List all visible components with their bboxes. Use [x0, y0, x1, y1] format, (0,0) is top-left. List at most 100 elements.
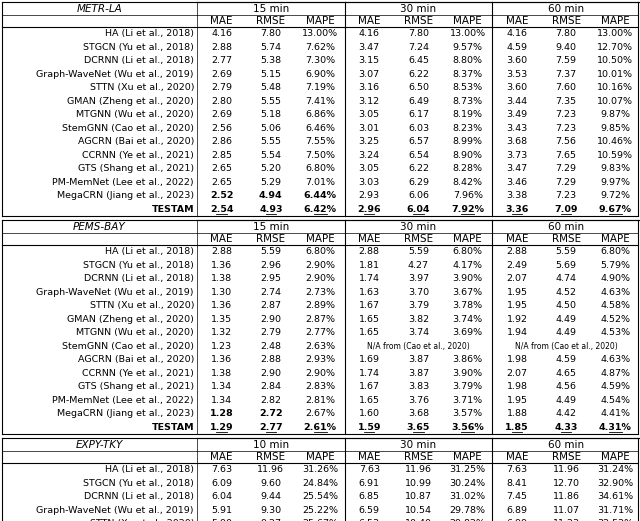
Text: 3.16: 3.16 [358, 83, 380, 92]
Text: MAPE: MAPE [601, 16, 630, 26]
Text: 3.47: 3.47 [506, 164, 527, 173]
Text: 4.59%: 4.59% [600, 382, 630, 391]
Text: 25.54%: 25.54% [302, 492, 338, 501]
Text: 2.88: 2.88 [359, 247, 380, 256]
Text: 4.17%: 4.17% [452, 260, 483, 270]
Text: 5.29: 5.29 [260, 178, 282, 187]
Text: 1.95: 1.95 [506, 288, 527, 297]
Text: MAPE: MAPE [453, 234, 482, 244]
Text: RMSE: RMSE [256, 234, 285, 244]
Text: 7.65: 7.65 [556, 151, 577, 160]
Text: 9.87%: 9.87% [600, 110, 630, 119]
Text: 1.65: 1.65 [359, 315, 380, 324]
Text: 12.70: 12.70 [553, 479, 580, 488]
Text: 9.40: 9.40 [556, 43, 577, 52]
Text: EXPY-TKY: EXPY-TKY [76, 440, 123, 450]
Text: 7.80: 7.80 [408, 29, 429, 38]
Text: 5.54: 5.54 [260, 151, 282, 160]
Text: 3.56%: 3.56% [451, 423, 484, 432]
Text: STGCN (Yu et al., 2018): STGCN (Yu et al., 2018) [83, 479, 194, 488]
Text: 31.26%: 31.26% [302, 465, 338, 474]
Text: 5.59: 5.59 [408, 247, 429, 256]
Text: 8.28%: 8.28% [452, 164, 483, 173]
Text: 8.41: 8.41 [506, 479, 527, 488]
Text: StemGNN (Cao et al., 2020): StemGNN (Cao et al., 2020) [62, 124, 194, 133]
Text: 3.36: 3.36 [505, 205, 529, 214]
Text: 5.55: 5.55 [260, 97, 282, 106]
Text: 3.60: 3.60 [506, 83, 527, 92]
Text: 2.90%: 2.90% [305, 369, 335, 378]
Text: DCRNN (Li et al., 2018): DCRNN (Li et al., 2018) [84, 274, 194, 283]
Text: 8.53%: 8.53% [452, 83, 483, 92]
Text: 2.87%: 2.87% [305, 315, 335, 324]
Text: 7.63: 7.63 [506, 465, 527, 474]
Text: GTS (Shang et al., 2021): GTS (Shang et al., 2021) [78, 164, 194, 173]
Text: 11.23: 11.23 [552, 519, 580, 521]
Text: 2.93%: 2.93% [305, 355, 335, 364]
Text: 10.54: 10.54 [405, 506, 432, 515]
Text: 1.92: 1.92 [506, 315, 527, 324]
Text: MAE: MAE [358, 452, 381, 462]
Text: 1.38: 1.38 [211, 369, 232, 378]
Text: 4.33: 4.33 [554, 423, 578, 432]
Text: 10.99: 10.99 [405, 479, 432, 488]
Text: 15 min: 15 min [253, 4, 289, 14]
Text: 7.19%: 7.19% [305, 83, 335, 92]
Text: 60 min: 60 min [548, 440, 584, 450]
Text: GMAN (Zheng et al., 2020): GMAN (Zheng et al., 2020) [67, 315, 194, 324]
Text: 1.98: 1.98 [506, 355, 527, 364]
Text: 2.88: 2.88 [211, 43, 232, 52]
Text: 10.40: 10.40 [405, 519, 432, 521]
Text: 60 min: 60 min [548, 4, 584, 14]
Text: MAE: MAE [211, 234, 233, 244]
Text: PEMS-BAY: PEMS-BAY [73, 221, 126, 231]
Text: 1.28: 1.28 [210, 410, 234, 418]
Text: 3.79%: 3.79% [452, 382, 483, 391]
Text: 2.88: 2.88 [506, 247, 527, 256]
Text: 1.85: 1.85 [505, 423, 529, 432]
Text: 4.63%: 4.63% [600, 288, 630, 297]
Text: MegaCRN (Jiang et al., 2023): MegaCRN (Jiang et al., 2023) [57, 410, 194, 418]
Text: 24.84%: 24.84% [302, 479, 338, 488]
Text: PM-MemNet (Lee et al., 2022): PM-MemNet (Lee et al., 2022) [52, 178, 194, 187]
Text: 2.95: 2.95 [260, 274, 282, 283]
Text: 7.23: 7.23 [556, 110, 577, 119]
Text: 1.69: 1.69 [359, 355, 380, 364]
Text: 7.30%: 7.30% [305, 56, 335, 65]
Text: 5.59: 5.59 [556, 247, 577, 256]
Text: 1.98: 1.98 [506, 382, 527, 391]
Text: N/A from (Cao et al., 2020): N/A from (Cao et al., 2020) [367, 342, 470, 351]
Text: RMSE: RMSE [256, 452, 285, 462]
Text: 9.83%: 9.83% [600, 164, 630, 173]
Text: 7.24: 7.24 [408, 43, 429, 52]
Text: 3.76: 3.76 [408, 396, 429, 405]
Text: RMSE: RMSE [552, 452, 580, 462]
Text: MAE: MAE [358, 16, 381, 26]
Text: 4.31%: 4.31% [599, 423, 632, 432]
Text: 1.74: 1.74 [359, 274, 380, 283]
Text: 4.49: 4.49 [556, 396, 577, 405]
Text: MAE: MAE [358, 234, 381, 244]
Text: 9.44: 9.44 [260, 492, 282, 501]
Text: METR-LA: METR-LA [77, 4, 122, 14]
Text: 2.54: 2.54 [210, 205, 234, 214]
Text: 2.77%: 2.77% [305, 328, 335, 337]
Text: 2.83%: 2.83% [305, 382, 335, 391]
Text: MAPE: MAPE [306, 16, 335, 26]
Text: 6.91: 6.91 [359, 479, 380, 488]
Text: 1.23: 1.23 [211, 342, 232, 351]
Text: 2.85: 2.85 [211, 151, 232, 160]
Text: 1.29: 1.29 [210, 423, 234, 432]
Text: 3.12: 3.12 [358, 97, 380, 106]
Text: 7.56: 7.56 [556, 137, 577, 146]
Text: 1.60: 1.60 [359, 410, 380, 418]
Text: 2.88: 2.88 [211, 247, 232, 256]
Text: 1.95: 1.95 [506, 396, 527, 405]
Text: 5.20: 5.20 [260, 164, 282, 173]
Text: 9.30: 9.30 [260, 506, 282, 515]
Text: 7.29: 7.29 [556, 178, 577, 187]
Text: 6.53: 6.53 [358, 519, 380, 521]
Text: 4.27: 4.27 [408, 260, 429, 270]
Text: 1.74: 1.74 [359, 369, 380, 378]
Text: 4.16: 4.16 [211, 29, 232, 38]
